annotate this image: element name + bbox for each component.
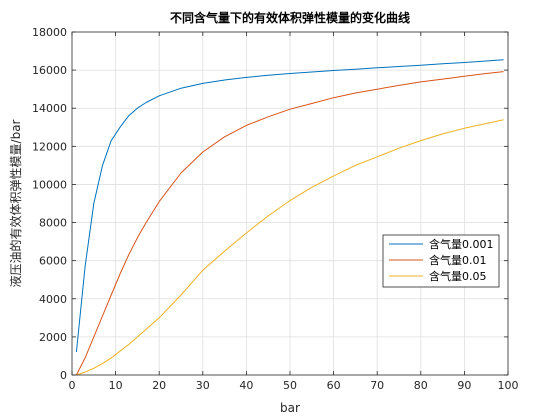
x-tick-label: 100 — [498, 379, 519, 392]
y-axis-title: 液压油的有效体积弹性模量/bar — [8, 119, 23, 287]
y-tick-label: 16000 — [32, 64, 67, 77]
series-lines — [75, 59, 504, 376]
y-tick-label: 6000 — [39, 255, 67, 268]
x-tick-label: 90 — [457, 379, 471, 392]
legend: 含气量0.001 含气量0.01 含气量0.05 — [382, 234, 500, 288]
x-tick-label: 80 — [414, 379, 428, 392]
x-tick-label: 20 — [152, 379, 166, 392]
series-line-2 — [75, 71, 504, 376]
series-line-3 — [76, 119, 504, 376]
y-tick-label: 0 — [60, 369, 67, 382]
y-tick-label: 18000 — [32, 26, 67, 39]
grid — [72, 32, 508, 375]
legend-label: 含气量0.01 — [429, 253, 487, 267]
y-tick-label: 8000 — [39, 217, 67, 230]
x-axis-title: bar — [280, 401, 300, 415]
y-tick-label: 14000 — [32, 102, 67, 115]
x-tick-label: 30 — [196, 379, 210, 392]
y-tick-label: 10000 — [32, 178, 67, 191]
chart-title: 不同含气量下的有效体积弹性模量的变化曲线 — [170, 10, 410, 25]
y-tick-label: 2000 — [39, 331, 67, 344]
x-tick-label: 40 — [239, 379, 253, 392]
x-tick-label: 50 — [283, 379, 297, 392]
y-tick-label: 12000 — [32, 140, 67, 153]
y-tick-label: 4000 — [39, 293, 67, 306]
x-tick-label: 70 — [370, 379, 384, 392]
x-tick-label: 0 — [69, 379, 76, 392]
x-tick-label: 60 — [327, 379, 341, 392]
series-line-1 — [75, 59, 504, 353]
axis-ticks: 0 10 20 30 40 50 60 70 80 90 100 0 2000 4000 6000 8000 1… — [32, 26, 519, 392]
x-tick-label: 10 — [109, 379, 123, 392]
legend-label: 含气量0.001 — [429, 237, 494, 251]
legend-label: 含气量0.05 — [429, 269, 487, 283]
